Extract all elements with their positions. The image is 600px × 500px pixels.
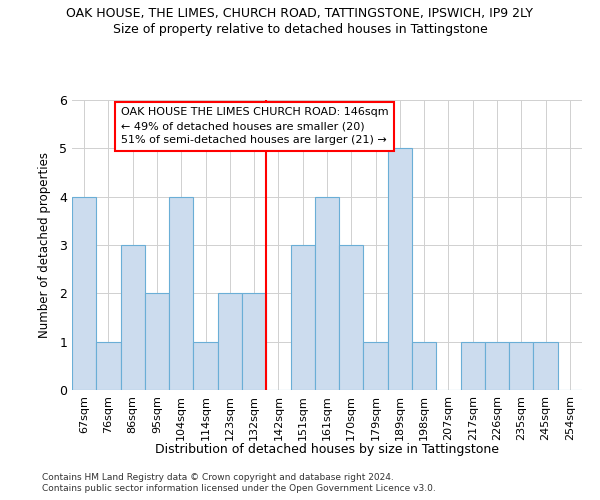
Bar <box>290 245 315 390</box>
Bar <box>121 245 145 390</box>
Bar <box>315 196 339 390</box>
Bar <box>388 148 412 390</box>
Text: Contains HM Land Registry data © Crown copyright and database right 2024.: Contains HM Land Registry data © Crown c… <box>42 472 394 482</box>
Text: OAK HOUSE, THE LIMES, CHURCH ROAD, TATTINGSTONE, IPSWICH, IP9 2LY: OAK HOUSE, THE LIMES, CHURCH ROAD, TATTI… <box>67 8 533 20</box>
Bar <box>461 342 485 390</box>
Bar <box>242 294 266 390</box>
Bar <box>485 342 509 390</box>
Bar <box>169 196 193 390</box>
Bar <box>193 342 218 390</box>
Bar <box>96 342 121 390</box>
Bar <box>218 294 242 390</box>
Bar <box>72 196 96 390</box>
Bar <box>145 294 169 390</box>
Text: Distribution of detached houses by size in Tattingstone: Distribution of detached houses by size … <box>155 442 499 456</box>
Bar <box>412 342 436 390</box>
Y-axis label: Number of detached properties: Number of detached properties <box>38 152 51 338</box>
Bar <box>339 245 364 390</box>
Text: Contains public sector information licensed under the Open Government Licence v3: Contains public sector information licen… <box>42 484 436 493</box>
Bar <box>364 342 388 390</box>
Text: OAK HOUSE THE LIMES CHURCH ROAD: 146sqm
← 49% of detached houses are smaller (20: OAK HOUSE THE LIMES CHURCH ROAD: 146sqm … <box>121 108 388 146</box>
Text: Size of property relative to detached houses in Tattingstone: Size of property relative to detached ho… <box>113 22 487 36</box>
Bar <box>533 342 558 390</box>
Bar <box>509 342 533 390</box>
